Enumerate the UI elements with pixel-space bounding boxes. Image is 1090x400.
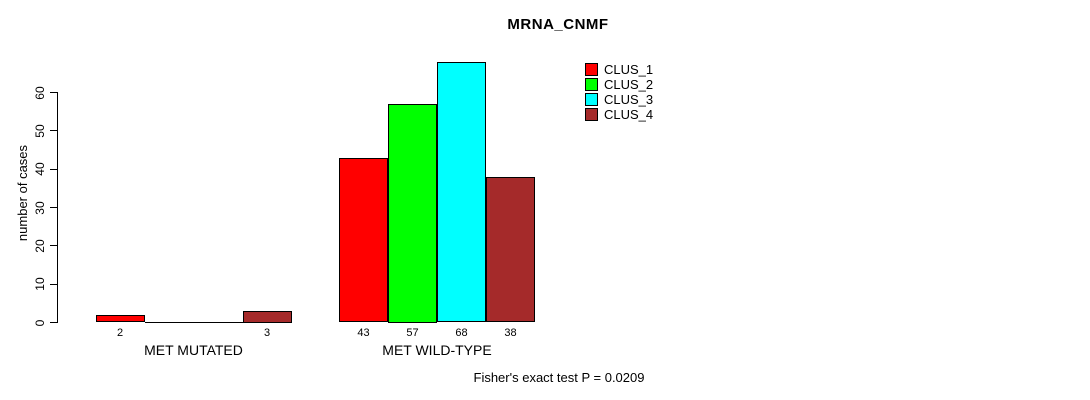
legend-label-clus-2: CLUS_2 — [604, 77, 654, 92]
y-tick-label-10: 10 — [33, 277, 47, 291]
y-tick-label-60: 60 — [33, 85, 47, 100]
legend-swatch-clus-1 — [585, 63, 598, 76]
chart-title: MRNA_CNMF — [507, 16, 609, 33]
y-tick-label-0: 0 — [33, 319, 47, 326]
legend-swatch-clus-3 — [585, 93, 598, 106]
bar-value-clus-4-met-mutated: 3 — [263, 327, 271, 339]
bar-clus-4-met-wild-type — [486, 176, 535, 323]
bar-clus-1-met-wild-type — [339, 157, 388, 323]
bar-value-clus-1-met-wild-type: 43 — [357, 327, 370, 339]
bar-value-clus-4-met-wild-type: 38 — [504, 327, 517, 339]
legend-label-clus-4: CLUS_4 — [604, 107, 654, 122]
bar-clus-2-met-wild-type — [388, 104, 437, 323]
legend-swatch-clus-4 — [585, 108, 598, 121]
legend-row-clus-1: CLUS_1 — [585, 63, 653, 76]
y-tick-label-30: 30 — [33, 200, 47, 215]
legend-row-clus-4: CLUS_4 — [585, 108, 653, 121]
legend-label-clus-1: CLUS_1 — [604, 62, 654, 77]
y-tick-mark-60 — [50, 92, 57, 93]
y-tick-mark-20 — [50, 245, 57, 247]
bar-clus-3-met-wild-type — [437, 61, 486, 323]
bar-clus-1-met-mutated — [95, 314, 145, 323]
x-category-label-met-wild-type: MET WILD-TYPE — [382, 342, 492, 358]
y-axis-line — [57, 92, 58, 323]
y-tick-label-50: 50 — [33, 124, 47, 138]
legend-label-clus-3: CLUS_3 — [604, 92, 654, 107]
legend-row-clus-3: CLUS_3 — [585, 93, 653, 106]
y-tick-mark-50 — [50, 130, 57, 132]
bar-value-clus-3-met-wild-type: 68 — [455, 327, 468, 339]
zero-bar-clus-3-met-mutated — [193, 322, 244, 323]
y-tick-mark-0 — [50, 322, 57, 323]
legend: CLUS_1 CLUS_2 CLUS_3 CLUS_4 — [585, 63, 653, 121]
y-axis-label: number of cases — [15, 144, 30, 242]
bar-value-clus-2-met-wild-type: 57 — [406, 327, 419, 339]
y-tick-mark-30 — [50, 207, 57, 208]
y-tick-label-20: 20 — [33, 239, 47, 253]
zero-bar-clus-2-met-mutated — [144, 322, 195, 323]
y-tick-mark-40 — [50, 168, 57, 170]
legend-swatch-clus-2 — [585, 78, 598, 91]
fisher-test-annotation: Fisher's exact test P = 0.0209 — [473, 370, 645, 385]
legend-row-clus-2: CLUS_2 — [585, 78, 653, 91]
y-tick-label-40: 40 — [33, 162, 47, 176]
x-category-label-met-mutated: MET MUTATED — [144, 342, 243, 358]
y-tick-mark-10 — [50, 283, 57, 285]
bar-clus-4-met-mutated — [242, 311, 292, 323]
bar-value-clus-1-met-mutated: 2 — [116, 327, 124, 339]
